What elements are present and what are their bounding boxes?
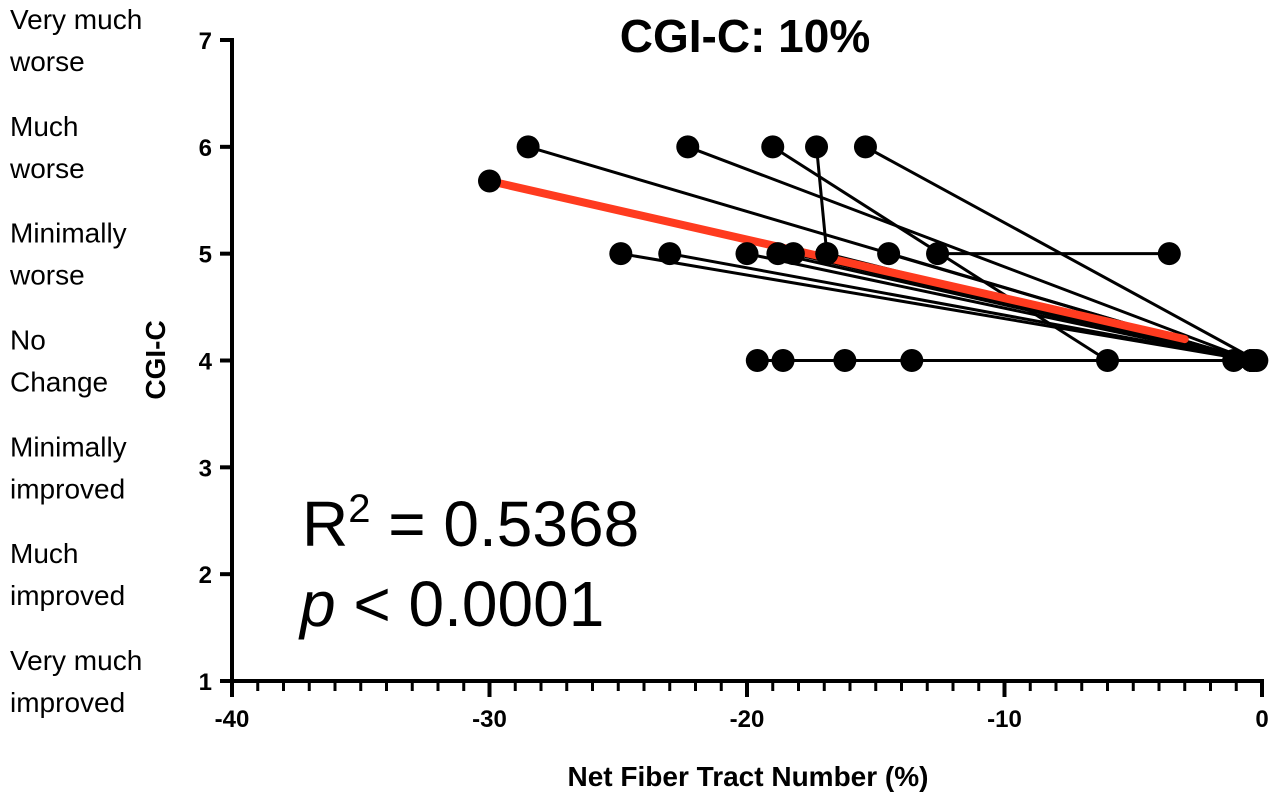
y-tick-label: 5: [199, 242, 212, 269]
data-point-start: [781, 242, 805, 266]
y-category-label-line2: improved: [10, 473, 125, 504]
mean-line: [485, 177, 1189, 344]
r-squared-annotation: R2 = 0.5368: [302, 487, 639, 560]
mean-line-start-point: [478, 169, 501, 193]
data-point-end: [1096, 349, 1119, 372]
x-tick-label: -20: [730, 706, 765, 733]
r-squared-base: R: [302, 488, 348, 560]
y-category-label-line2: worse: [9, 153, 85, 184]
y-category-label-line2: improved: [10, 580, 125, 611]
data-point-start: [658, 242, 682, 266]
p-value-annotation: p < 0.0001: [298, 568, 604, 640]
y-category-labels: Very much worse Much worse Minimally worse No C…: [9, 4, 142, 718]
paired-line: [888, 252, 1253, 362]
data-point-start: [771, 349, 795, 372]
data-point-start: [761, 135, 785, 159]
y-tick-label: 1: [199, 669, 212, 696]
data-point-start: [676, 135, 700, 159]
data-point-start: [853, 135, 877, 159]
y-tick-label: 7: [199, 28, 212, 55]
axes: 1 2 3 4 5 6 7 -40 -30 -20 -10 0: [199, 28, 1269, 733]
y-category-label-line1: No: [10, 325, 46, 356]
y-axis-title: CGI-C: [140, 320, 171, 399]
data-point-start: [735, 242, 759, 266]
data-point-end: [1222, 349, 1246, 372]
y-category-label-line1: Minimally: [10, 431, 127, 462]
y-tick-label: 2: [199, 562, 212, 589]
x-tick-label: -40: [215, 706, 250, 733]
y-tick-label: 3: [199, 455, 212, 482]
y-tick-label: 6: [199, 135, 212, 162]
x-tick-label: -30: [472, 706, 507, 733]
paired-line: [815, 146, 829, 254]
data-point-start: [609, 242, 633, 266]
data-point-start: [745, 349, 769, 372]
y-category-label-line1: Very much: [10, 4, 142, 35]
data-point-end: [1157, 242, 1181, 266]
paired-lines: [527, 145, 1258, 362]
y-category-label-line2: improved: [10, 687, 125, 718]
r-squared-value: = 0.5368: [370, 488, 639, 560]
p-value: < 0.0001: [336, 568, 605, 640]
x-tick-label: 0: [1255, 706, 1268, 733]
y-category-label-line2: worse: [9, 46, 85, 77]
data-point-start: [805, 135, 829, 159]
y-category-label-line1: Much: [10, 538, 78, 569]
y-category-label-line1: Very much: [10, 645, 142, 676]
data-point-end: [1242, 349, 1266, 372]
y-category-label-line1: Much: [10, 111, 78, 142]
data-point-start: [815, 242, 839, 266]
r-squared-superscript: 2: [348, 487, 370, 531]
y-category-label-line1: Minimally: [10, 218, 127, 249]
data-point-start: [877, 242, 901, 266]
data-point-start: [833, 349, 857, 372]
data-point-end: [900, 349, 924, 372]
data-point-start: [516, 135, 540, 159]
chart-title: CGI-C: 10%: [620, 10, 870, 62]
p-italic: p: [298, 568, 336, 640]
data-point-start: [926, 242, 950, 266]
y-tick-label: 4: [199, 349, 213, 376]
paired-line: [669, 252, 1252, 362]
mean-line-group: [485, 177, 1189, 344]
y-category-label-line2: worse: [9, 260, 85, 291]
x-tick-label: -10: [987, 706, 1022, 733]
data-points: [478, 135, 1269, 372]
y-category-label-line2: Change: [10, 367, 108, 398]
x-axis-title: Net Fiber Tract Number (%): [568, 761, 929, 792]
